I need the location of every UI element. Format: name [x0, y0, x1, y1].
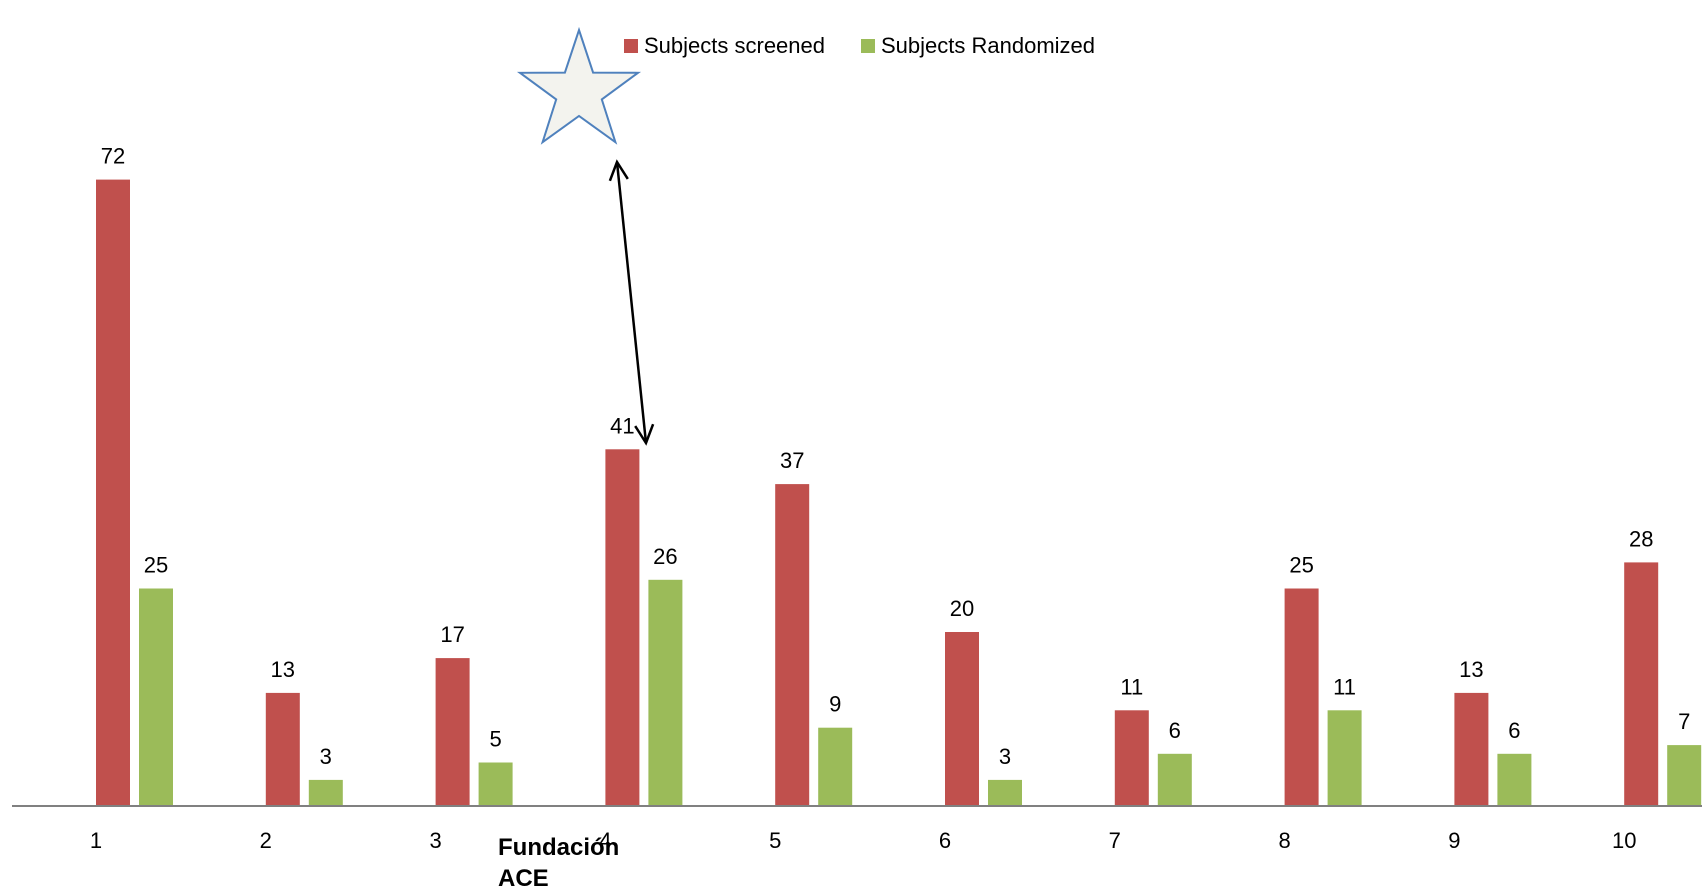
data-label-randomized-6: 3	[999, 744, 1011, 769]
data-label-screened-2: 13	[271, 657, 295, 682]
data-label-randomized-10: 7	[1678, 709, 1690, 734]
bar-screened-5	[775, 484, 810, 806]
bar-screened-7	[1114, 710, 1149, 806]
x-tick-label-7: 7	[1109, 828, 1121, 853]
double-arrow-icon	[608, 159, 655, 446]
x-tick-label-2: 2	[260, 828, 272, 853]
annotation-line-2: ACE	[498, 865, 549, 892]
data-label-screened-9: 13	[1459, 657, 1483, 682]
data-label-screened-5: 37	[780, 448, 804, 473]
data-label-screened-3: 17	[440, 622, 464, 647]
bar-randomized-8	[1327, 710, 1362, 806]
star-icon	[516, 26, 642, 145]
bar-randomized-1	[139, 588, 173, 806]
bar-screened-6	[945, 632, 979, 806]
x-tick-label-1: 1	[90, 828, 102, 853]
x-tick-label-5: 5	[769, 828, 781, 853]
bar-screened-8	[1284, 588, 1319, 806]
bar-randomized-5	[818, 727, 853, 806]
bar-screened-2	[265, 692, 300, 806]
legend: Subjects screened Subjects Randomized	[624, 33, 1095, 59]
data-label-screened-8: 25	[1289, 553, 1313, 578]
data-label-screened-10: 28	[1629, 526, 1653, 551]
x-tick-label-4: 4	[599, 828, 611, 853]
data-label-screened-7: 11	[1120, 674, 1143, 699]
x-tick-label-9: 9	[1448, 828, 1460, 853]
legend-label-screened: Subjects screened	[644, 33, 825, 58]
legend-label-randomized: Subjects Randomized	[881, 33, 1096, 58]
data-label-randomized-4: 26	[653, 544, 677, 569]
legend-swatch-screened	[624, 39, 638, 53]
legend-swatch-randomized	[861, 39, 875, 53]
data-label-randomized-9: 6	[1508, 718, 1520, 743]
annotation-line-1: Fundación	[498, 834, 620, 861]
x-tick-label-6: 6	[939, 828, 951, 853]
data-labels-group: 72 25 13 3 17 5 41 26 37 9 20 3 11 6 25 11 13 6 28 7	[101, 144, 1691, 769]
data-label-randomized-2: 3	[320, 744, 332, 769]
data-label-randomized-8: 11	[1333, 674, 1356, 699]
data-label-screened-1: 72	[101, 144, 125, 169]
bars-group	[96, 179, 1702, 807]
bar-screened-4	[605, 449, 640, 806]
bar-randomized-6	[988, 779, 1022, 806]
x-tick-labels-group: 1 2 3 4 5 6 7 8 9 10	[90, 828, 1637, 853]
data-label-randomized-1: 25	[144, 553, 168, 578]
fundacion-ace-annotation: Fundación ACE	[498, 832, 619, 894]
data-label-screened-4: 41	[610, 413, 634, 438]
bar-screened-10	[1624, 562, 1659, 806]
x-tick-label-3: 3	[429, 828, 441, 853]
bar-randomized-9	[1497, 753, 1532, 806]
bar-randomized-10	[1667, 745, 1702, 806]
legend-item-screened: Subjects screened	[624, 33, 825, 59]
bar-randomized-3	[478, 762, 513, 806]
bar-screened-9	[1454, 692, 1489, 806]
x-tick-label-8: 8	[1278, 828, 1290, 853]
data-label-randomized-5: 9	[829, 692, 841, 717]
bar-randomized-2	[308, 779, 343, 806]
data-label-randomized-3: 5	[489, 727, 501, 752]
bar-randomized-7	[1157, 753, 1192, 806]
bar-screened-3	[435, 658, 470, 806]
data-label-randomized-7: 6	[1169, 718, 1181, 743]
bar-screened-1	[96, 179, 130, 807]
legend-item-randomized: Subjects Randomized	[861, 33, 1095, 59]
bar-randomized-4	[648, 579, 683, 806]
data-label-screened-6: 20	[950, 596, 974, 621]
x-tick-label-10: 10	[1612, 828, 1636, 853]
